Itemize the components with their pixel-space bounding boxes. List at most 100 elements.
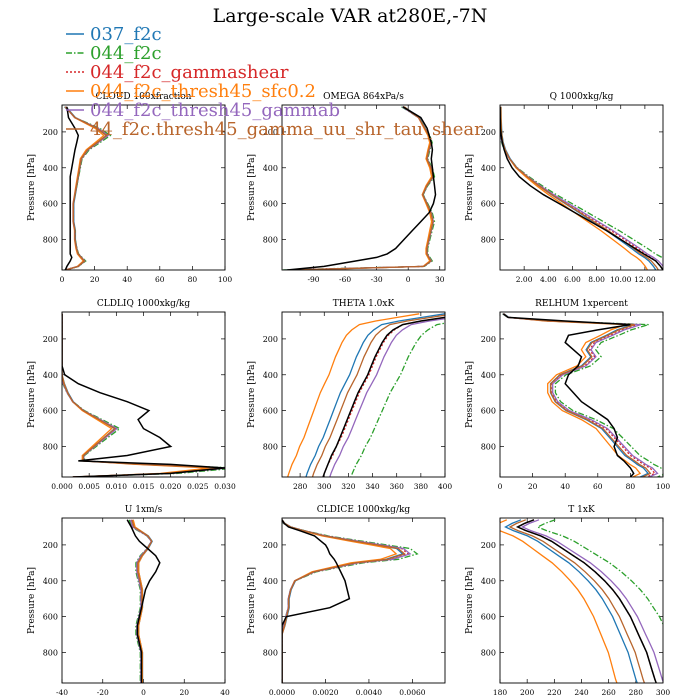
y-tick-label: 800	[263, 236, 278, 245]
x-tick-label: 100	[656, 482, 671, 491]
x-tick-label: 40	[220, 688, 230, 697]
y-tick-label: 800	[263, 649, 278, 658]
panel-title: CLDICE 1000xkg/kg	[317, 505, 411, 515]
x-tick-label: 0	[406, 275, 411, 284]
plot-frame	[61, 104, 226, 271]
series-line-044_f2c	[282, 519, 419, 683]
series-group	[502, 313, 663, 477]
x-tick-label: 320	[341, 482, 356, 491]
y-axis-label: Pressure [hPa]	[247, 154, 257, 221]
y-tick-label: 200	[263, 128, 278, 137]
x-tick-label: 0.010	[106, 482, 128, 491]
y-tick-label: 800	[481, 649, 496, 658]
plot-frame	[281, 311, 446, 478]
series-line-044_f2c	[536, 519, 663, 626]
panel-3: CLDLIQ 1000xkg/kg Pressure [hPa] 200 400 600…	[27, 299, 236, 491]
y-tick-label: 400	[263, 577, 278, 586]
x-tick-label: 40	[122, 275, 132, 284]
legend-item: 044_f2c_thresh45_sfc0.2	[90, 81, 316, 102]
x-tick-label: 0.020	[160, 482, 182, 491]
y-tick-label: 200	[263, 335, 278, 344]
y-tick-label: 400	[43, 577, 58, 586]
x-tick-label: 380	[414, 482, 429, 491]
series-line-44_f2c.thresh45_gamma_uu_shr_tau_shear	[508, 519, 646, 683]
series-line-44_f2c.thresh45_gamma_uu_shr_tau_shear	[503, 313, 652, 477]
x-tick-label: 400	[438, 482, 453, 491]
obs-line	[502, 313, 635, 477]
series-line-044_f2c_thresh45_gammab	[502, 313, 659, 477]
y-tick-label: 600	[43, 200, 58, 209]
y-tick-label: 400	[43, 371, 58, 380]
panel-7: CLDICE 1000xkg/kg Pressure [hPa] 200 400 600…	[247, 505, 446, 697]
y-axis-label: Pressure [hPa]	[465, 567, 475, 634]
panel-4: THETA 1.0xK Pressure [hPa] 200 400 600 800 280…	[247, 299, 453, 491]
series-line-037_f2c	[305, 313, 445, 477]
series-group	[500, 106, 663, 270]
obs-line	[515, 519, 657, 683]
x-tick-label: 0.030	[214, 482, 236, 491]
plot-frame	[61, 311, 226, 478]
x-tick-label: 2.00	[516, 275, 533, 284]
x-tick-label: 340	[365, 482, 380, 491]
y-tick-label: 400	[481, 371, 496, 380]
figure-title: Large-scale VAR at280E,-7N	[213, 5, 488, 27]
y-tick-label: 800	[481, 443, 496, 452]
series-line-44_f2c.thresh45_gamma_uu_shr_tau_shear	[64, 106, 108, 270]
series-group	[126, 519, 161, 683]
series-line-044_f2c	[350, 322, 445, 477]
series-line-037_f2c	[504, 519, 638, 683]
obs-line	[64, 106, 80, 270]
plot-frame	[281, 104, 446, 271]
y-tick-label: 200	[43, 128, 58, 137]
x-tick-label: 0.0020	[312, 688, 338, 697]
x-tick-label: 220	[547, 688, 562, 697]
y-tick-label: 400	[263, 164, 278, 173]
plot-frame	[281, 517, 446, 684]
y-tick-label: 600	[43, 407, 58, 416]
panel-title: Q 1000xkg/kg	[550, 92, 614, 102]
y-axis-label: Pressure [hPa]	[27, 567, 37, 634]
plot-frame	[61, 517, 226, 684]
y-axis-label: Pressure [hPa]	[27, 361, 37, 428]
x-tick-label: 12.00	[634, 275, 656, 284]
x-tick-label: 60	[593, 482, 603, 491]
series-line-044_f2c_thresh45_gammab	[282, 519, 412, 683]
y-tick-label: 200	[481, 128, 496, 137]
series-line-044_f2c	[500, 118, 663, 259]
panel-title: T 1xK	[568, 505, 595, 515]
series-line-044_f2c_thresh45_gammab	[500, 106, 663, 268]
obs-line	[322, 316, 445, 477]
x-tick-label: 0.015	[133, 482, 155, 491]
y-axis-label: Pressure [hPa]	[465, 154, 475, 221]
x-tick-label: 0.0060	[399, 688, 425, 697]
series-line-044_f2c_thresh45_sfc0.2	[62, 313, 210, 477]
series-line-044_f2c_thresh45_gammab	[520, 519, 663, 683]
x-tick-label: 0	[498, 482, 503, 491]
series-line-044_f2c_thresh45_sfc0.2	[500, 106, 648, 270]
legend-item: 044_f2c	[90, 43, 162, 64]
x-tick-label: 0.0040	[356, 688, 382, 697]
series-line-44_f2c.thresh45_gamma_uu_shr_tau_shear	[282, 519, 406, 683]
y-axis-label: Pressure [hPa]	[27, 154, 37, 221]
x-tick-label: 80	[626, 482, 636, 491]
y-tick-label: 600	[481, 613, 496, 622]
y-tick-label: 400	[481, 164, 496, 173]
panel-title: CLOUD 100xfraction	[96, 92, 192, 102]
x-tick-label: 100	[218, 275, 233, 284]
x-tick-label: 0.005	[78, 482, 100, 491]
series-line-044_f2c_gammashear	[502, 313, 656, 477]
obs-line	[62, 313, 225, 477]
x-tick-label: -60	[339, 275, 351, 284]
x-tick-label: 4.00	[540, 275, 557, 284]
panel-0: CLOUD 100xfraction Pressure [hPa] 200 40 0 60…	[27, 92, 232, 284]
x-tick-label: 0	[60, 275, 65, 284]
plot-frame	[499, 104, 664, 271]
x-tick-label: -30	[371, 275, 383, 284]
y-tick-label: 600	[481, 407, 496, 416]
y-tick-label: 600	[263, 200, 278, 209]
y-tick-label: 400	[263, 371, 278, 380]
x-tick-label: 8.00	[588, 275, 605, 284]
plot-frame	[499, 311, 664, 478]
obs-line	[282, 519, 351, 683]
